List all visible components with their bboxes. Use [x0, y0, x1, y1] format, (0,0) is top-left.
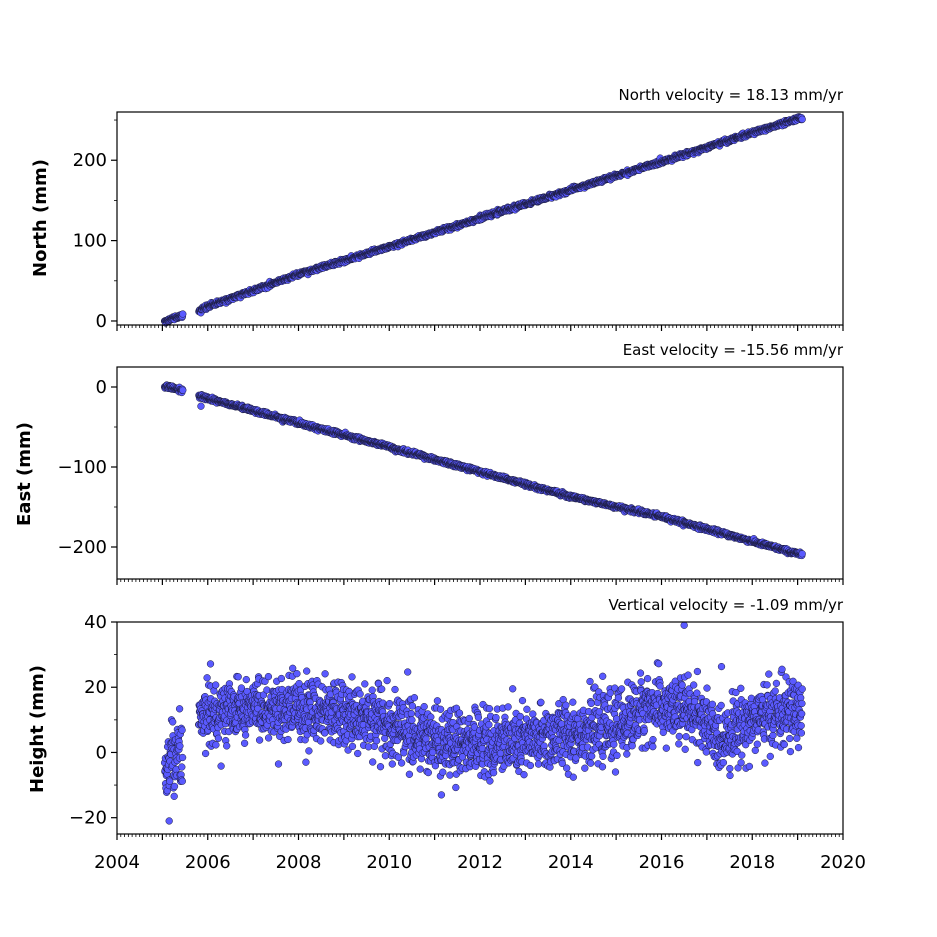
north-x-ticks [116, 325, 844, 331]
data-point [203, 674, 211, 682]
data-point [178, 726, 186, 734]
data-point [179, 386, 187, 394]
data-point [201, 749, 210, 758]
data-point [321, 670, 329, 678]
east-panel-title: East velocity = -15.56 mm/yr [623, 341, 844, 359]
data-point [212, 681, 220, 689]
data-point [385, 699, 394, 708]
data-point [348, 742, 357, 751]
data-point [381, 752, 390, 760]
data-point [170, 792, 178, 800]
data-point [383, 676, 391, 685]
y-tick-label: 0 [96, 311, 107, 332]
data-point [179, 310, 187, 318]
y-tick-label: 0 [96, 377, 107, 398]
east-y-ticks: −200 −100 0 [58, 377, 117, 558]
data-point [293, 670, 301, 678]
y-tick-label: −200 [58, 537, 107, 558]
data-point [178, 777, 186, 785]
data-point [372, 737, 381, 745]
data-point [212, 741, 220, 749]
data-point [317, 737, 325, 745]
data-point [354, 749, 362, 758]
east-y-axis-label: East (mm) [14, 422, 35, 526]
north-panel: North velocity = 18.13 mm/yr 0 100 200 Nor… [30, 86, 844, 332]
data-point [369, 758, 377, 766]
data-point [223, 742, 231, 750]
data-point [234, 673, 242, 681]
data-point [206, 660, 215, 668]
outlier-point [197, 402, 205, 410]
data-point [241, 731, 250, 739]
data-point [388, 760, 396, 768]
east-x-ticks [116, 579, 844, 585]
east-panel: East velocity = -15.56 mm/yr −200 −100 0 E… [14, 341, 844, 585]
data-point [378, 685, 386, 693]
north-panel-title: North velocity = 18.13 mm/yr [619, 86, 844, 104]
data-point [170, 782, 179, 791]
data-point [178, 763, 186, 771]
data-point [274, 760, 283, 768]
data-point [214, 734, 223, 742]
data-point [166, 777, 174, 785]
data-point [240, 739, 249, 747]
height-panel-title: Vertical velocity = -1.09 mm/yr [608, 596, 843, 614]
height-points [160, 621, 806, 825]
data-point [264, 672, 273, 681]
height-panel: Vertical velocity = -1.09 mm/yr −2002040… [27, 596, 866, 873]
data-point [305, 747, 313, 755]
y-tick-label: 200 [73, 150, 107, 171]
data-point [178, 753, 187, 762]
data-point [376, 763, 385, 771]
y-tick-label: −100 [58, 457, 107, 478]
data-point [361, 680, 369, 688]
north-y-ticks: 0 100 200 [73, 119, 117, 332]
north-points [160, 113, 806, 327]
data-point [368, 686, 376, 694]
data-point [169, 718, 177, 726]
data-point [175, 705, 184, 713]
data-point [348, 673, 356, 681]
data-point [798, 550, 806, 558]
east-points [160, 381, 806, 560]
data-point [255, 736, 264, 744]
data-point [303, 667, 311, 675]
data-point [277, 674, 286, 683]
data-point [356, 690, 364, 698]
data-point [302, 758, 310, 766]
data-point [381, 734, 389, 743]
data-point [284, 735, 292, 744]
north-y-axis-label: North (mm) [30, 159, 51, 277]
data-point [264, 734, 273, 742]
data-point [798, 115, 806, 123]
data-point [217, 762, 225, 770]
data-point [242, 675, 250, 684]
data-point [176, 742, 184, 750]
y-tick-label: 100 [73, 231, 107, 252]
